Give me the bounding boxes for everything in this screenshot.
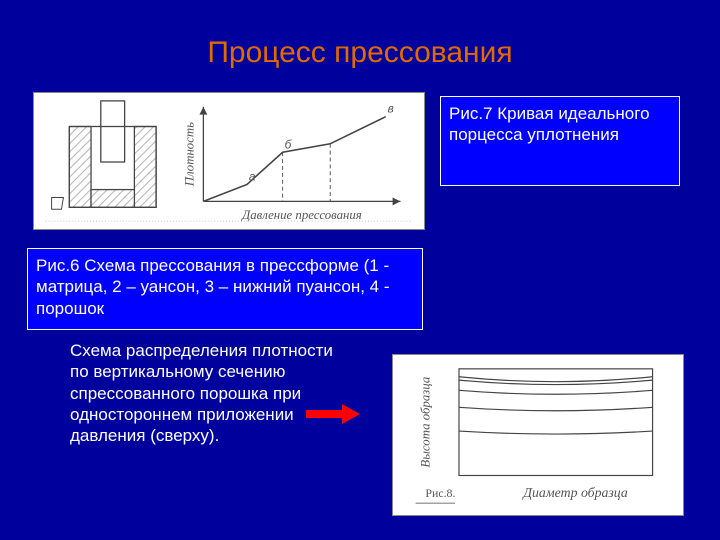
svg-text:в: в bbox=[388, 102, 394, 116]
svg-text:Рис.8.: Рис.8. bbox=[425, 486, 455, 500]
slide: Процесс прессования а б в Плотность Давление… bbox=[0, 0, 720, 540]
svg-text:б: б bbox=[285, 137, 292, 151]
figure-bottom-svg: Высота образца Диаметр образца Рис.8. bbox=[393, 355, 683, 515]
caption-fig6-text: Рис.6 Схема прессования в прессформе (1 … bbox=[36, 256, 390, 318]
caption-fig6: Рис.6 Схема прессования в прессформе (1 … bbox=[27, 248, 423, 330]
caption-fig7: Рис.7 Кривая идеального порцесса уплотне… bbox=[440, 96, 680, 186]
svg-text:Давление прессования: Давление прессования bbox=[241, 208, 362, 222]
figure-top-svg: а б в Плотность Давление прессования bbox=[34, 93, 424, 229]
arrow-head bbox=[342, 404, 360, 424]
svg-text:Диаметр образца: Диаметр образца bbox=[521, 485, 628, 500]
arrow-icon bbox=[306, 404, 360, 424]
body-paragraph: Схема распределения плотности по вертика… bbox=[70, 340, 340, 500]
svg-text:Плотность: Плотность bbox=[183, 122, 197, 187]
svg-text:а: а bbox=[249, 170, 256, 184]
arrow-shaft bbox=[306, 410, 342, 418]
body-paragraph-text: Схема распределения плотности по вертика… bbox=[70, 341, 333, 445]
slide-title: Процесс прессования bbox=[0, 36, 720, 70]
figure-bottom: Высота образца Диаметр образца Рис.8. bbox=[392, 354, 684, 516]
caption-fig7-text: Рис.7 Кривая идеального порцесса уплотне… bbox=[449, 104, 650, 144]
figure-top: а б в Плотность Давление прессования bbox=[33, 92, 425, 230]
svg-text:Высота образца: Высота образца bbox=[418, 377, 432, 468]
